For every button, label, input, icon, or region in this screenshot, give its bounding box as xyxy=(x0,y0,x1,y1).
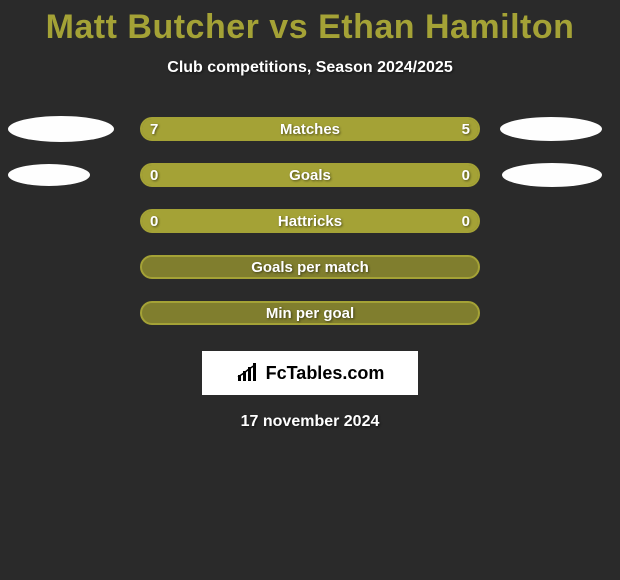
stat-label: Hattricks xyxy=(142,211,478,231)
stat-value-left: 0 xyxy=(150,209,158,233)
stat-label: Min per goal xyxy=(142,303,478,323)
stat-row: Goals0 0 xyxy=(0,163,620,187)
date-label: 17 november 2024 xyxy=(0,413,620,431)
player-left-ellipse xyxy=(8,164,90,186)
stat-rows: Matches75Goals00Hattricks00Goals per mat… xyxy=(0,117,620,325)
chart-icon xyxy=(236,363,260,383)
stat-label: Goals per match xyxy=(142,257,478,277)
stat-bar: Matches xyxy=(140,117,480,141)
comparison-title: Matt Butcher vs Ethan Hamilton xyxy=(0,0,620,47)
stat-label: Goals xyxy=(142,165,478,185)
stat-value-right: 5 xyxy=(462,117,470,141)
stat-value-right: 0 xyxy=(462,209,470,233)
stat-bar: Goals per match xyxy=(140,255,480,279)
stat-bar: Goals xyxy=(140,163,480,187)
brand-logo-text: FcTables.com xyxy=(266,363,385,384)
stat-value-left: 0 xyxy=(150,163,158,187)
stat-value-right: 0 xyxy=(462,163,470,187)
player-right-ellipse xyxy=(500,117,602,141)
stat-bar: Hattricks xyxy=(140,209,480,233)
brand-logo-box: FcTables.com xyxy=(202,351,418,395)
stat-row: Goals per match xyxy=(0,255,620,279)
stat-row: Min per goal xyxy=(0,301,620,325)
stat-row: Matches7 5 xyxy=(0,117,620,141)
stat-label: Matches xyxy=(142,119,478,139)
stat-row: Hattricks0 0 xyxy=(0,209,620,233)
player-left-ellipse xyxy=(8,116,114,142)
comparison-infographic: Matt Butcher vs Ethan Hamilton Club comp… xyxy=(0,0,620,580)
stat-bar: Min per goal xyxy=(140,301,480,325)
stat-value-left: 7 xyxy=(150,117,158,141)
player-right-ellipse xyxy=(502,163,602,187)
comparison-subtitle: Club competitions, Season 2024/2025 xyxy=(0,59,620,77)
